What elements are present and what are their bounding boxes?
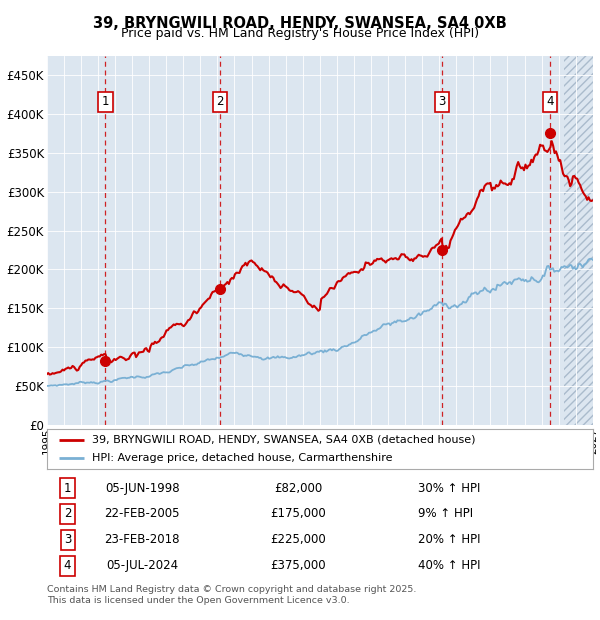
Text: Contains HM Land Registry data © Crown copyright and database right 2025.: Contains HM Land Registry data © Crown c… (47, 585, 416, 595)
Text: 2: 2 (216, 95, 224, 108)
Text: 3: 3 (64, 533, 71, 546)
Text: 4: 4 (547, 95, 554, 108)
Text: HPI: Average price, detached house, Carmarthenshire: HPI: Average price, detached house, Carm… (92, 453, 392, 464)
Text: This data is licensed under the Open Government Licence v3.0.: This data is licensed under the Open Gov… (47, 596, 349, 606)
Text: 05-JUL-2024: 05-JUL-2024 (106, 559, 178, 572)
Text: 05-JUN-1998: 05-JUN-1998 (105, 482, 179, 495)
Text: £175,000: £175,000 (270, 508, 326, 521)
Text: 30% ↑ HPI: 30% ↑ HPI (418, 482, 481, 495)
Text: 20% ↑ HPI: 20% ↑ HPI (418, 533, 481, 546)
Text: 39, BRYNGWILI ROAD, HENDY, SWANSEA, SA4 0XB (detached house): 39, BRYNGWILI ROAD, HENDY, SWANSEA, SA4 … (92, 435, 475, 445)
Text: £225,000: £225,000 (270, 533, 326, 546)
Bar (564, 56, 593, 425)
Text: 40% ↑ HPI: 40% ↑ HPI (418, 559, 481, 572)
Text: 2: 2 (64, 508, 71, 521)
Text: 1: 1 (102, 95, 109, 108)
Text: 23-FEB-2018: 23-FEB-2018 (104, 533, 180, 546)
Text: 39, BRYNGWILI ROAD, HENDY, SWANSEA, SA4 0XB: 39, BRYNGWILI ROAD, HENDY, SWANSEA, SA4 … (93, 16, 507, 30)
Text: 4: 4 (64, 559, 71, 572)
Text: Price paid vs. HM Land Registry's House Price Index (HPI): Price paid vs. HM Land Registry's House … (121, 27, 479, 40)
Bar (564, 56, 593, 425)
Text: £82,000: £82,000 (274, 482, 322, 495)
Text: 22-FEB-2005: 22-FEB-2005 (104, 508, 180, 521)
Text: 3: 3 (438, 95, 445, 108)
Text: £375,000: £375,000 (270, 559, 326, 572)
Text: 9% ↑ HPI: 9% ↑ HPI (418, 508, 473, 521)
Text: 1: 1 (64, 482, 71, 495)
